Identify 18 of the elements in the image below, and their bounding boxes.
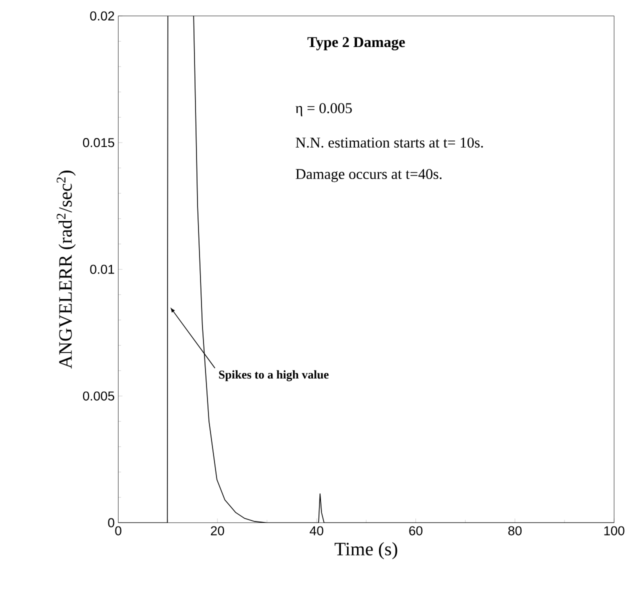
y-axis-title: ANGVELERR (rad$^{2}$/sec$^{2}$) (56, 170, 76, 368)
annotation: N.N. estimation starts at t= 10s. (296, 137, 483, 148)
x-tick-label: 80 (508, 526, 522, 536)
x-tick-label: 60 (409, 526, 422, 536)
y-tick-label: 0 (108, 518, 114, 528)
annotation: Damage occurs at t=40s. (296, 168, 442, 182)
y-tick-label: 0.01 (90, 264, 114, 274)
x-tick-label: 0 (115, 526, 122, 536)
x-axis-title: Time (s) (334, 542, 398, 560)
annotation: Spikes to a high value (219, 370, 329, 382)
annotation: η = 0.005 (296, 102, 352, 116)
y-tick-label: 0.02 (90, 11, 114, 20)
y-tick-label: 0.005 (82, 391, 114, 400)
text: Type 2 Damage (307, 36, 405, 50)
y-tick-label: 0.015 (82, 138, 114, 147)
x-tick-label: 20 (210, 526, 224, 536)
x-tick-label: 40 (310, 526, 324, 536)
x-tick-label: 100 (604, 526, 624, 536)
